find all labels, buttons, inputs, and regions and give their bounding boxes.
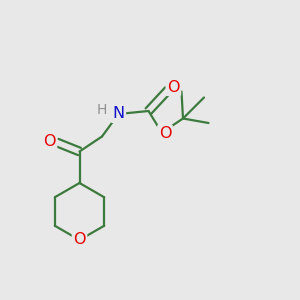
Text: H: H <box>97 103 107 117</box>
Text: N: N <box>112 106 124 122</box>
Text: O: O <box>167 80 180 94</box>
Text: O: O <box>43 134 56 148</box>
Text: O: O <box>73 232 86 247</box>
Text: O: O <box>159 126 171 141</box>
